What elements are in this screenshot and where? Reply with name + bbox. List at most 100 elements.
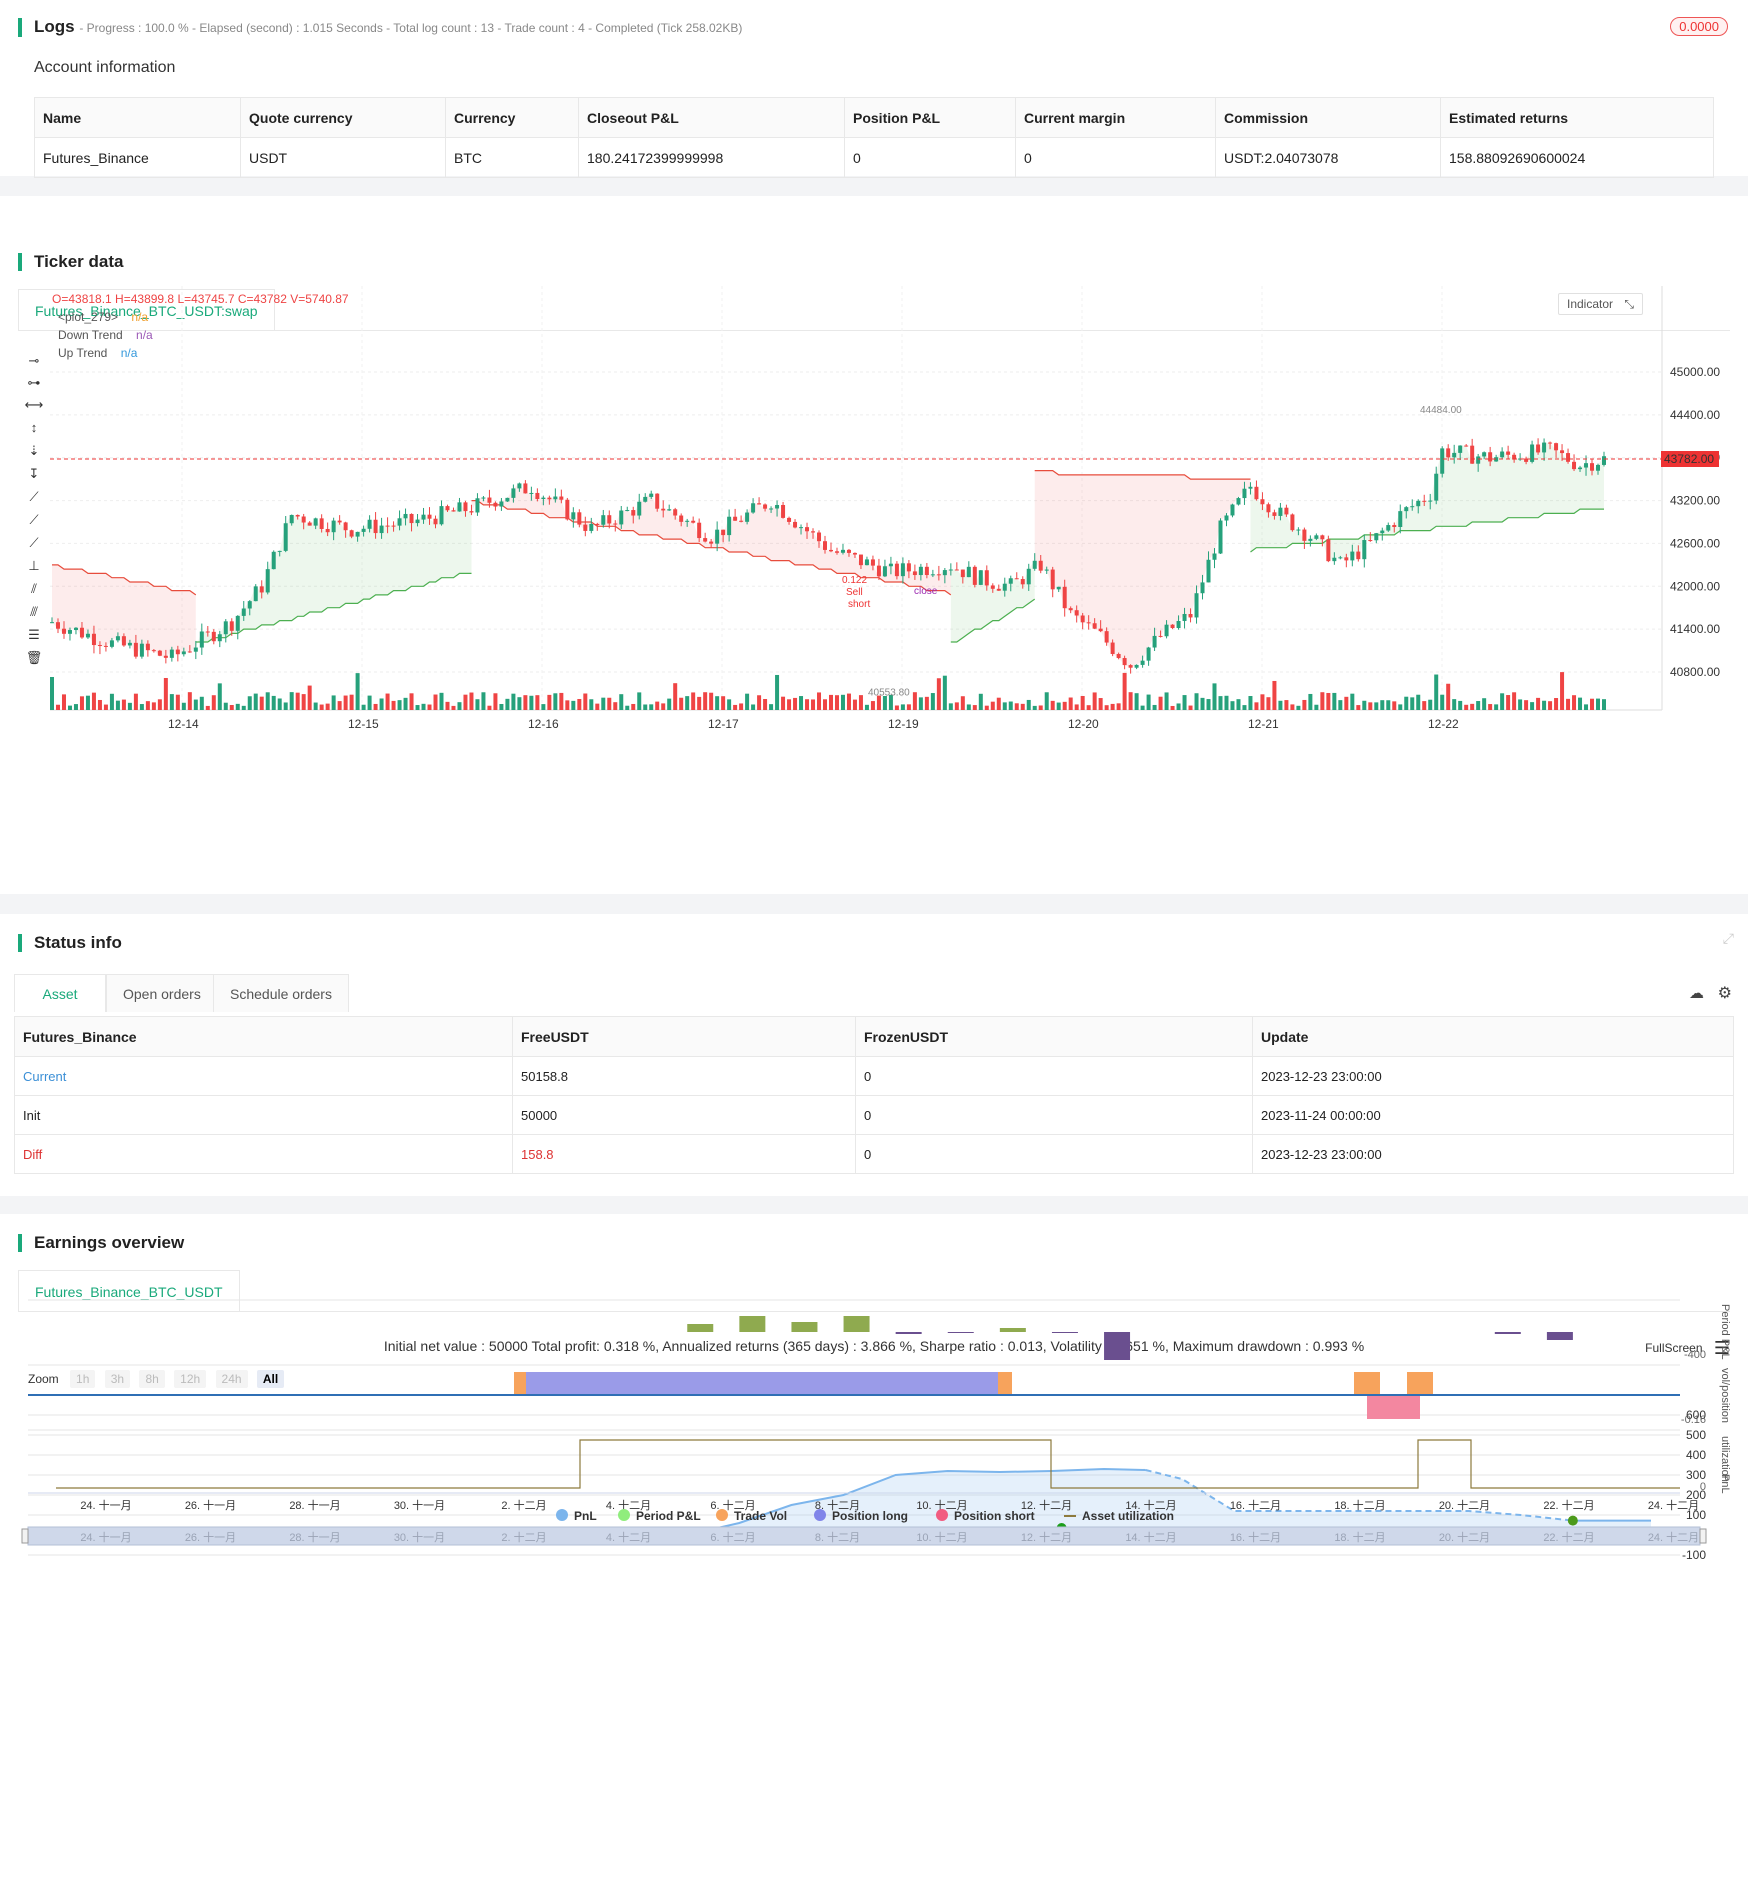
volume-bar <box>1536 697 1541 710</box>
volume-bar <box>745 693 750 710</box>
collapse-icon[interactable]: ⤡ <box>1624 297 1634 311</box>
candle-body <box>1386 525 1391 531</box>
volume-bar <box>906 704 911 710</box>
indicator-button[interactable]: Indicator ⤡ <box>1558 293 1643 315</box>
candle-body <box>954 569 959 571</box>
trash-icon[interactable]: 🗑 <box>25 650 43 665</box>
candle-body <box>1308 538 1313 541</box>
col-currency: Currency <box>445 97 579 138</box>
volume-bar <box>259 696 264 710</box>
volume-bar <box>1308 693 1313 710</box>
ray-line-icon[interactable]: ⟋ <box>29 512 39 527</box>
vertical-segment-icon[interactable]: ⇣ <box>28 443 40 458</box>
candle-body <box>930 574 935 576</box>
volume-bar <box>649 704 654 710</box>
expand-icon[interactable]: ⤢ <box>1722 930 1734 946</box>
volume-bar <box>487 705 492 710</box>
col-position: Position P&L <box>844 97 1016 138</box>
menu-icon[interactable]: ☰ <box>1713 1338 1730 1358</box>
candle-body <box>697 522 702 539</box>
tab-open-orders[interactable]: Open orders <box>106 974 218 1012</box>
sell-qty-label: 0.122 <box>842 575 867 586</box>
volume-bar <box>157 699 162 710</box>
tab-earnings-symbol[interactable]: Futures_Binance_BTC_USDT <box>18 1270 240 1312</box>
volume-bar <box>948 703 953 710</box>
candle-body <box>1410 506 1415 508</box>
tab-asset[interactable]: Asset <box>14 974 106 1012</box>
x-tick: 14. 十二月 <box>1125 1498 1176 1512</box>
zoom-8h[interactable]: 8h <box>139 1370 165 1388</box>
volume-bar <box>823 699 828 710</box>
candle-body <box>1038 560 1043 571</box>
tab-schedule-orders[interactable]: Schedule orders <box>213 974 349 1012</box>
x-tick: 2. 十二月 <box>501 1498 546 1512</box>
candle-body <box>966 566 971 578</box>
vertical-ray-icon[interactable]: ↧ <box>28 466 40 481</box>
candle-body <box>769 508 774 510</box>
horizontal-line-icon[interactable]: ⊸ <box>28 353 40 368</box>
volume-bar <box>271 695 276 710</box>
volume-bar <box>1128 692 1133 710</box>
zoom-all[interactable]: All <box>256 1370 285 1388</box>
candle-body <box>91 633 96 646</box>
pnl-tick: 100 <box>1686 1508 1706 1522</box>
volume-bar <box>595 703 600 710</box>
asset-table: Futures_Binance FreeUSDT FrozenUSDT Upda… <box>14 1016 1734 1174</box>
gear-icon[interactable]: ⚙ <box>1717 985 1732 1002</box>
zoom-3h[interactable]: 3h <box>104 1370 131 1388</box>
volume-bar <box>1452 699 1457 710</box>
price-label-icon[interactable]: ⊥ <box>28 558 40 573</box>
trend-line-icon[interactable]: ⟋ <box>29 489 39 504</box>
volume-bar <box>511 693 516 710</box>
volume-bar <box>691 692 696 710</box>
volume-bar <box>1260 694 1265 710</box>
volume-bar <box>463 694 468 710</box>
candle-body <box>1494 457 1499 462</box>
candle-body <box>1296 529 1301 531</box>
zoom-24h[interactable]: 24h <box>215 1370 248 1388</box>
candle-body <box>493 502 498 507</box>
volume-bar <box>1578 697 1583 710</box>
fibonacci-icon[interactable]: ⫻ <box>30 604 38 619</box>
volume-bar <box>1458 700 1463 710</box>
navigator-tick: 6. 十二月 <box>710 1530 755 1544</box>
volume-bar <box>145 701 150 710</box>
volume-bar <box>1056 702 1061 710</box>
legend-up-trend: Up Trend n/a <box>58 346 138 360</box>
logs-panel: Logs - Progress : 100.0 % - Elapsed (sec… <box>0 0 1748 178</box>
zoom-12h[interactable]: 12h <box>174 1370 207 1388</box>
trade-vol-bar <box>1354 1372 1380 1395</box>
earnings-chart[interactable]: 600 500 400 300 200 100 0 -100 PnL -400 Period P&L… <box>0 1214 1748 1890</box>
candle-body <box>481 497 486 499</box>
volume-bar <box>457 702 462 710</box>
volume-bar <box>697 696 702 710</box>
candle-body <box>1338 557 1343 559</box>
fib-levels-icon[interactable]: ☰ <box>28 627 40 642</box>
zoom-1h[interactable]: 1h <box>70 1370 96 1388</box>
fullscreen-button[interactable]: FullScreen ☰ <box>1645 1338 1730 1358</box>
tab-ticker-symbol[interactable]: Futures_Binance_BTC_USDT:swap <box>18 289 275 331</box>
extended-line-icon[interactable]: ⟷ <box>24 397 44 412</box>
volume-bar <box>972 705 977 710</box>
candle-body <box>972 566 977 585</box>
candle-body <box>1452 452 1457 458</box>
volume-bar <box>1512 692 1517 710</box>
volume-bar <box>631 703 636 710</box>
x-tick: 20. 十二月 <box>1439 1498 1490 1512</box>
vertical-line-icon[interactable]: ↕ <box>30 420 38 435</box>
candle-body <box>924 566 929 576</box>
candle-body <box>559 496 564 500</box>
horizontal-ray-icon[interactable]: ⊶ <box>27 375 41 390</box>
candle-body <box>1536 444 1541 453</box>
end-marker <box>1567 1515 1578 1526</box>
volume-bar <box>882 695 887 710</box>
candle-body <box>1014 578 1019 580</box>
volume-bar <box>996 697 1001 710</box>
volume-bar <box>109 693 114 710</box>
parallel-channel-icon[interactable]: ⫽ <box>31 581 37 596</box>
logs-title: Logs - Progress : 100.0 % - Elapsed (sec… <box>18 18 742 37</box>
segment-line-icon[interactable]: ⟋ <box>29 535 39 550</box>
down-trend-line <box>52 564 197 596</box>
x-tick: 6. 十二月 <box>710 1498 755 1512</box>
download-icon[interactable]: ☁ <box>1689 985 1704 1002</box>
